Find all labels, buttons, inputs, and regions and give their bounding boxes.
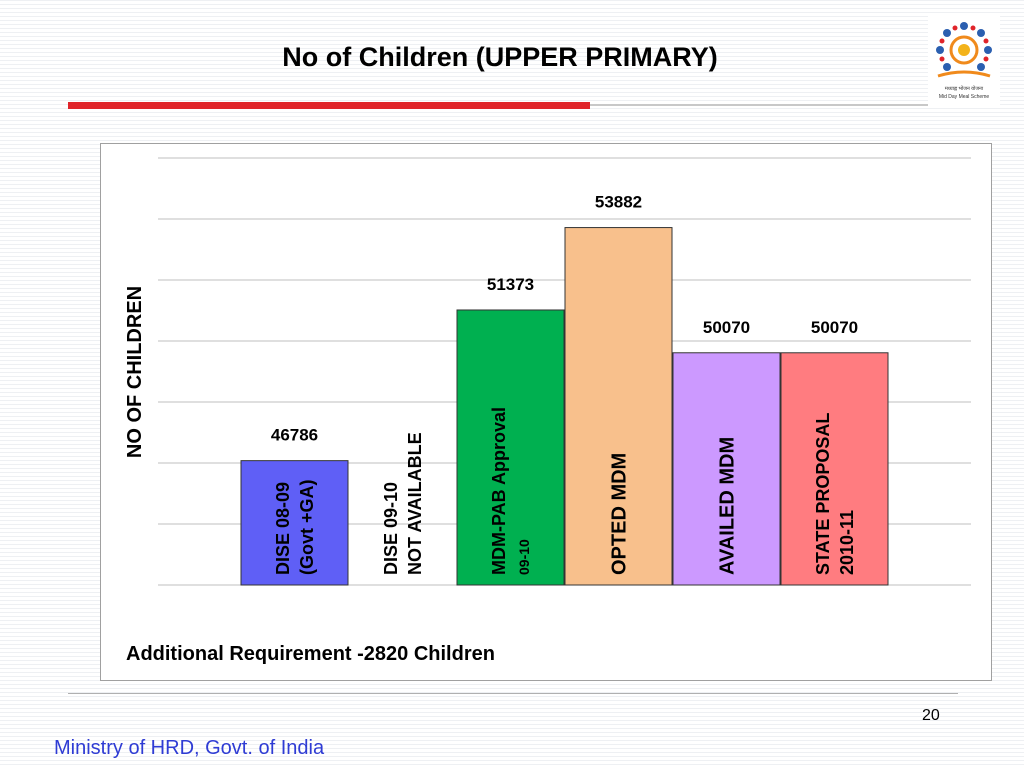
bar-chart: NO OF CHILDREN 46786 DISE 08-09 (Govt +GA) D… xyxy=(124,157,971,586)
category-label: MDM-PAB Approval xyxy=(489,407,509,575)
y-axis-label: NO OF CHILDREN xyxy=(124,286,146,458)
category-label: DISE 09-10 xyxy=(381,482,401,575)
category-label: AVAILED MDM xyxy=(717,437,739,575)
bar xyxy=(780,352,889,586)
category-label: 2010-11 xyxy=(837,510,857,575)
data-label: 46786 xyxy=(271,426,318,445)
bar xyxy=(564,227,673,586)
category-label: STATE PROPOSAL xyxy=(813,413,833,575)
mid-day-meal-logo-icon xyxy=(936,22,992,78)
chart-footnote: Additional Requirement -2820 Children xyxy=(126,643,495,665)
data-label: 53882 xyxy=(595,193,642,212)
title-rule xyxy=(68,102,590,109)
chart-area: NO OF CHILDREN 46786 DISE 08-09 (Govt +GA) D… xyxy=(100,143,992,681)
logo-caption-english: Mid Day Meal Scheme xyxy=(938,94,990,100)
category-label: (Govt +GA) xyxy=(297,479,317,575)
category-label: NOT AVAILABLE xyxy=(405,432,425,575)
bar xyxy=(456,309,565,586)
data-label: 50070 xyxy=(811,318,858,337)
data-label: 50070 xyxy=(703,318,750,337)
title-rule-extension xyxy=(590,104,928,106)
category-label: DISE 08-09 xyxy=(273,482,293,575)
data-label: 51373 xyxy=(487,275,534,294)
mid-day-meal-logo: मध्याह्न भोजन योजना Mid Day Meal Scheme xyxy=(928,16,1000,106)
category-label: 09-10 xyxy=(516,539,532,575)
bar xyxy=(672,352,781,586)
slide-title: No of Children (UPPER PRIMARY) xyxy=(282,42,718,72)
page-number: 20 xyxy=(922,707,940,724)
footer-ministry: Ministry of HRD, Govt. of India xyxy=(54,737,325,759)
bar xyxy=(240,460,349,586)
category-label: OPTED MDM xyxy=(609,453,631,575)
logo-caption-hindi: मध्याह्न भोजन योजना xyxy=(944,86,984,92)
footer-divider xyxy=(68,693,958,694)
